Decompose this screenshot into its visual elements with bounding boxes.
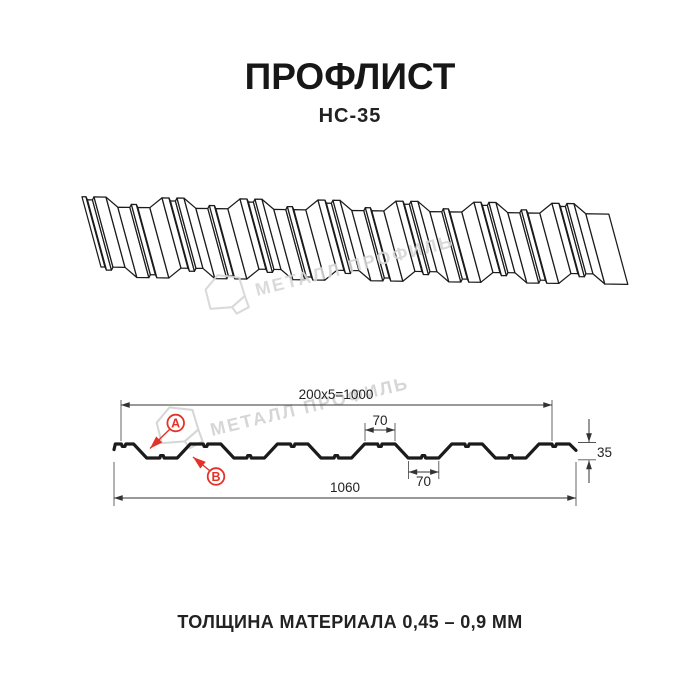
extension-lines-crest: [364, 423, 396, 441]
material-thickness-note: ТОЛЩИНА МАТЕРИАЛА 0,45 – 0,9 ММ: [177, 612, 523, 632]
dimension-annotations: 200x5=1000 70 70 1060 35: [113, 387, 612, 506]
cross-section-profile: [112, 442, 578, 460]
dimension-height: 35: [597, 445, 612, 460]
page-subtitle: НС-35: [318, 105, 382, 127]
callout-a-circle: [166, 413, 185, 433]
extension-lines-overall: [113, 462, 577, 506]
extension-lines-pitch: [120, 400, 553, 441]
dimension-crest-width: 70: [372, 413, 387, 428]
callout-a: A: [149, 413, 185, 450]
watermark-cross-section: МЕТАЛЛ ПРОФИЛЬ: [155, 373, 411, 450]
page-title: ПРОФЛИСТ: [244, 56, 456, 97]
callout-b-leader: [192, 456, 210, 472]
dimension-overall-width: 1060: [330, 480, 360, 495]
callout-b-circle: [206, 467, 226, 486]
dimension-valley-width: 70: [416, 474, 431, 489]
sheet-face: [585, 213, 629, 285]
callout-a-label: A: [171, 416, 180, 430]
callout-b: B: [192, 456, 226, 486]
dimension-pitch: 200x5=1000: [299, 387, 374, 402]
callout-a-leader: [149, 428, 170, 450]
extension-lines-valley: [408, 461, 440, 479]
sheet-3d-view: [81, 196, 629, 285]
callout-b-label: B: [211, 470, 220, 484]
extension-lines-height: [578, 442, 596, 461]
metall-profil-logo-icon: [204, 274, 250, 315]
